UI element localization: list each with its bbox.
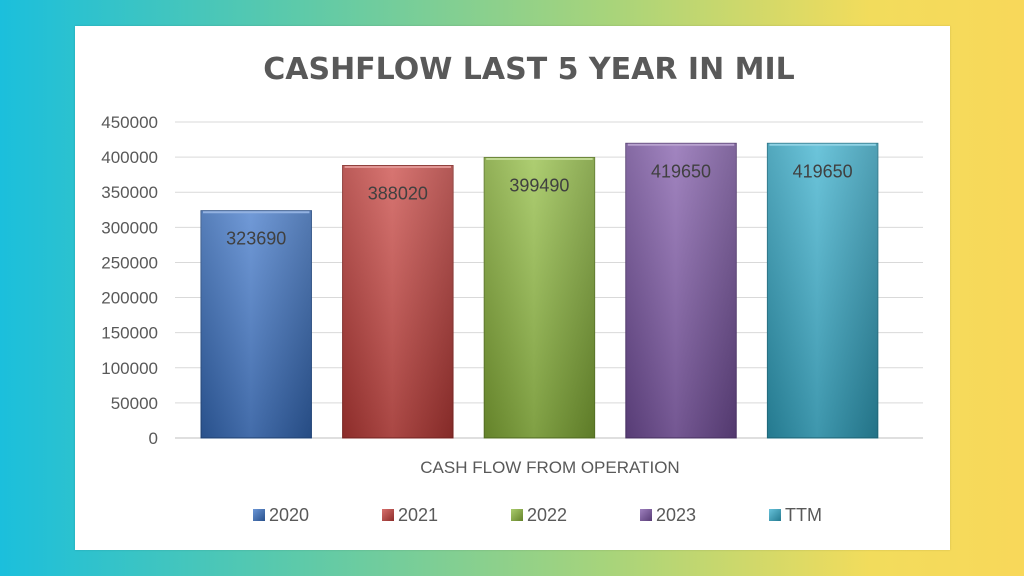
legend-swatch: [511, 509, 523, 521]
bar-shading: [484, 157, 595, 438]
y-tick-label: 250000: [101, 253, 158, 272]
y-tick-label: 350000: [101, 183, 158, 202]
legend-swatch: [640, 509, 652, 521]
y-tick-label: 400000: [101, 148, 158, 167]
data-label: 388020: [368, 184, 428, 204]
data-label: 419650: [651, 161, 711, 181]
chart-title: CASHFLOW LAST 5 YEAR IN MIL: [263, 52, 795, 87]
y-tick-label: 50000: [111, 394, 158, 413]
y-tick-label: 150000: [101, 324, 158, 343]
legend-swatch: [253, 509, 265, 521]
x-axis-label: CASH FLOW FROM OPERATION: [420, 458, 679, 477]
data-labels: 323690 388020 399490 419650 419650: [226, 161, 852, 248]
data-label: 323690: [226, 229, 286, 249]
legend-label: 2022: [527, 505, 567, 525]
legend-swatch: [382, 509, 394, 521]
legend-label: 2020: [269, 505, 309, 525]
y-axis-ticks: 0 50000 100000 150000 200000 250000 300000 3500…: [101, 113, 158, 448]
y-tick-label: 450000: [101, 113, 158, 132]
legend-swatch: [769, 509, 781, 521]
bar-shading: [767, 143, 878, 438]
bar-shading: [201, 210, 312, 438]
data-label: 399490: [509, 175, 569, 195]
y-tick-label: 200000: [101, 289, 158, 308]
chart-card: CASHFLOW LAST 5 YEAR IN MIL 0 50000 100000…: [75, 26, 950, 550]
legend: 2020 2021 2022 2023 TTM: [253, 505, 822, 525]
y-tick-label: 300000: [101, 218, 158, 237]
bar-shading: [342, 165, 454, 438]
bars: [200, 142, 879, 439]
y-tick-label: 100000: [101, 359, 158, 378]
legend-label: 2023: [656, 505, 696, 525]
bar-shading: [625, 143, 737, 438]
legend-label: TTM: [785, 505, 822, 525]
data-label: 419650: [793, 161, 853, 181]
y-tick-label: 0: [149, 429, 158, 448]
legend-label: 2021: [398, 505, 438, 525]
bar-chart: CASHFLOW LAST 5 YEAR IN MIL 0 50000 100000…: [101, 52, 923, 525]
